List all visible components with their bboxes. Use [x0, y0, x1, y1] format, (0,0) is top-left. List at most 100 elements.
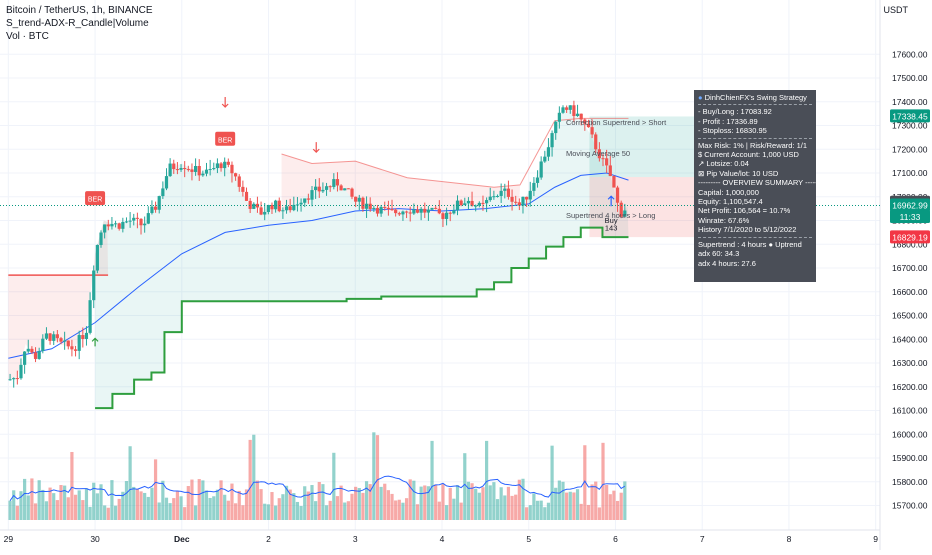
volume-bar	[485, 440, 489, 520]
candle-body	[52, 334, 56, 341]
volume-bar	[219, 480, 223, 520]
info-adx4h: adx 4 hours: 27.6	[698, 258, 756, 268]
volume-bar	[52, 493, 56, 520]
x-tick-label: 8	[787, 534, 792, 544]
candle-body	[525, 196, 529, 200]
candle-body	[150, 206, 154, 214]
candle-body	[259, 207, 263, 215]
candle-body	[146, 213, 150, 224]
volume-bar	[30, 478, 34, 520]
volume-bar	[241, 505, 245, 520]
candle-body	[466, 200, 471, 204]
y-tick-label: 16500.00	[892, 311, 928, 321]
volume-bar	[295, 501, 300, 520]
volume-legend[interactable]: Vol · BTC	[6, 31, 49, 42]
candle-body	[444, 212, 449, 219]
candle-body	[103, 224, 107, 233]
price-tag	[890, 230, 930, 244]
volume-bar	[288, 489, 292, 520]
indicator-legend[interactable]: S_trend-ADX-R_Candle|Volume	[6, 18, 149, 29]
candle-body	[172, 163, 176, 170]
volume-bar	[99, 484, 103, 520]
sell-arrow-icon	[221, 97, 229, 108]
candle-body	[197, 166, 201, 176]
candle-body	[517, 202, 521, 206]
candle-body	[354, 196, 358, 202]
volume-bar	[255, 480, 260, 520]
candle-body	[499, 190, 503, 196]
candle-body	[605, 158, 609, 166]
supertrend-down-line-2	[281, 117, 629, 188]
volume-bar	[226, 500, 230, 520]
candle-body	[332, 179, 336, 187]
candle-body	[128, 220, 132, 222]
volume-bar	[408, 479, 412, 520]
volume-bar	[528, 505, 532, 520]
volume-bar	[535, 500, 540, 520]
candle-body	[92, 270, 96, 301]
volume-bar	[324, 505, 329, 520]
candle-body	[583, 119, 587, 124]
volume-bar	[397, 499, 401, 520]
candle-body	[19, 364, 23, 379]
info-netprofit: Net Profit: 106,564 = 10.7%	[698, 206, 791, 216]
volume-bar	[117, 498, 121, 520]
info-capital: Capital: 1,000,000	[698, 187, 759, 197]
volume-bar	[623, 481, 627, 520]
x-tick-label: 5	[526, 534, 531, 544]
volume-bar	[113, 505, 118, 520]
info-icon: ●	[698, 93, 703, 102]
candle-body	[404, 211, 409, 213]
candle-body	[288, 206, 292, 211]
candle-body	[44, 333, 49, 339]
candle-body	[394, 209, 398, 214]
candle-body	[546, 147, 551, 157]
volume-bar	[525, 507, 529, 520]
candle-body	[397, 213, 401, 215]
volume-bar	[132, 486, 136, 520]
volume-bar	[339, 485, 343, 520]
candle-body	[579, 113, 583, 120]
volume-bar	[215, 489, 220, 520]
candle-body	[274, 200, 278, 210]
volume-bar	[354, 486, 358, 520]
candle-body	[619, 202, 623, 217]
candle-body	[532, 182, 536, 191]
candle-body	[510, 196, 514, 202]
x-tick-label: 30	[90, 534, 100, 544]
candle-body	[419, 208, 423, 213]
y-tick-label: 16000.00	[892, 429, 928, 439]
candle-body	[66, 340, 70, 347]
volume-bar	[521, 478, 525, 520]
candle-body	[95, 244, 99, 271]
volume-bar	[532, 493, 536, 520]
candle-body	[557, 112, 561, 122]
volume-bar	[212, 496, 216, 520]
volume-bar	[332, 452, 336, 520]
candle-body	[615, 187, 620, 203]
buy-arrow-icon	[607, 195, 615, 207]
price-tag-label: 17338.45	[892, 111, 928, 121]
candle-body	[179, 168, 183, 170]
candle-body	[612, 176, 616, 188]
candle-body	[343, 188, 347, 191]
supertrend-up-fill	[95, 106, 629, 409]
volume-bar	[346, 501, 350, 520]
info-risk: Max Risk: 1% | Risk/Reward: 1/1	[698, 140, 808, 150]
candle-body	[215, 163, 220, 169]
candle-body	[208, 169, 212, 171]
volume-bar	[106, 507, 110, 520]
candle-body	[565, 107, 569, 110]
candle-body	[157, 196, 161, 210]
candle-body	[121, 221, 125, 229]
candle-body	[535, 177, 540, 183]
supertrend-down-fill-2	[281, 154, 521, 216]
volume-bar	[230, 483, 234, 520]
ma-box-label: Moving Average 50	[566, 149, 631, 158]
candle-body	[219, 163, 223, 169]
candle-body	[299, 202, 303, 205]
volume-bar	[343, 502, 347, 520]
candle-body	[204, 169, 209, 174]
